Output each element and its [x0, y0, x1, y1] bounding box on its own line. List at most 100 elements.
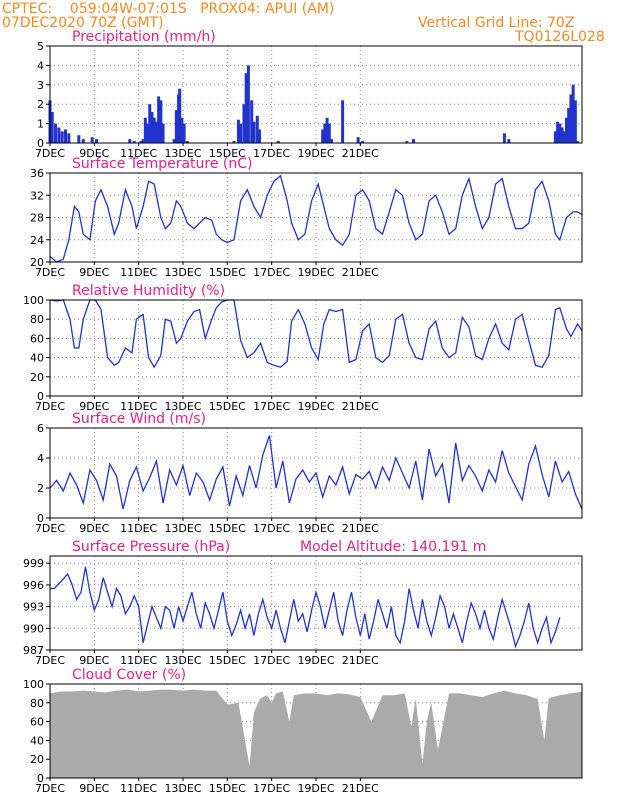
precip-bar [182, 123, 186, 143]
x-tick-label: 15DEC [209, 266, 246, 279]
precip-bar [150, 111, 154, 143]
y-tick-label: 993 [23, 601, 44, 614]
x-tick-label: 13DEC [164, 266, 201, 279]
precip-bar [236, 119, 240, 143]
x-tick-label: 7DEC [35, 522, 65, 535]
pressure-title: Surface Pressure (hPa) [72, 539, 230, 555]
precip-bar [321, 129, 325, 143]
precip-bar [323, 123, 327, 143]
x-tick-label: 19DEC [297, 147, 334, 160]
x-tick-label: 17DEC [253, 266, 290, 279]
y-tick-label: 60 [30, 716, 44, 729]
x-tick-label: 7DEC [35, 654, 65, 667]
y-tick-label: 0 [37, 137, 44, 150]
x-tick-label: 15DEC [209, 147, 246, 160]
x-tick-label: 7DEC [35, 782, 65, 795]
x-tick-label: 21DEC [342, 654, 379, 667]
y-tick-label: 2 [37, 482, 44, 495]
precip-bar [246, 65, 250, 143]
y-tick-label: 20 [30, 371, 44, 384]
x-tick-label: 13DEC [164, 782, 201, 795]
header-line-1: CPTEC: 059:04W-07:01S PROX04: APUI (AM) [2, 1, 334, 17]
x-tick-label: 9DEC [79, 147, 109, 160]
y-tick-label: 1 [37, 118, 44, 131]
precip-bar [405, 141, 409, 143]
precip-bar [157, 96, 161, 143]
x-tick-label: 13DEC [164, 654, 201, 667]
y-tick-label: 990 [23, 622, 44, 635]
precip-bar [50, 111, 54, 143]
precip-bar [139, 141, 143, 143]
precip-bar [327, 123, 331, 143]
precip-bar [60, 131, 64, 143]
y-tick-label: 20 [30, 753, 44, 766]
y-tick-label: 100 [23, 678, 44, 691]
precip-bar [244, 73, 248, 143]
x-tick-label: 11DEC [120, 147, 157, 160]
x-tick-label: 17DEC [253, 654, 290, 667]
precip-bar [564, 117, 568, 143]
header-source: CPTEC: [2, 1, 53, 17]
wind-title: Surface Wind (m/s) [72, 411, 206, 427]
y-tick-label: 40 [30, 352, 44, 365]
precip-bar [569, 94, 573, 143]
y-tick-label: 28 [30, 212, 44, 225]
precip-bar [128, 139, 132, 143]
precip-bar [67, 133, 71, 143]
x-tick-label: 7DEC [35, 147, 65, 160]
y-tick-label: 36 [30, 167, 44, 180]
wind-line [49, 435, 583, 510]
precip-bar [141, 139, 145, 143]
x-tick-label: 21DEC [342, 522, 379, 535]
precip-bar [154, 121, 158, 143]
x-tick-label: 9DEC [79, 266, 109, 279]
precip-bar [54, 123, 58, 143]
temperature-title: Surface Temperature (nC) [72, 156, 253, 172]
precip-bar [567, 108, 571, 143]
precip-bar [81, 139, 85, 143]
y-tick-label: 100 [23, 294, 44, 307]
precip-bar [146, 123, 150, 143]
x-tick-label: 11DEC [120, 782, 157, 795]
precip-bar [576, 141, 580, 143]
precip-bar [553, 131, 557, 143]
y-tick-label: 4 [37, 452, 44, 465]
x-tick-label: 17DEC [253, 147, 290, 160]
precip-panel: 0 1 2 3 4 5 7DEC 9DEC 11DEC 13DEC 15DEC 17DEC 19DEC 2… [35, 29, 583, 160]
y-tick-label: 60 [30, 332, 44, 345]
precip-bar [325, 117, 329, 143]
precip-bar [185, 141, 189, 143]
pressure-panel: 987 990 993 996 999 7DEC 9DEC 11DEC 13DEC 15DEC 17… [23, 539, 583, 667]
y-tick-label: 80 [30, 313, 44, 326]
precip-bar [174, 110, 178, 143]
x-tick-label: 9DEC [79, 654, 109, 667]
x-tick-label: 15DEC [209, 522, 246, 535]
precip-bar [242, 104, 246, 143]
precip-bar [159, 100, 163, 143]
precip-bar [556, 121, 560, 143]
header-grid-note: Vertical Grid Line: 70Z [418, 15, 575, 31]
x-tick-label: 15DEC [209, 400, 246, 413]
y-tick-label: 0 [37, 390, 44, 403]
header-station: PROX04: APUI (AM) [200, 1, 335, 17]
precip-bar [412, 139, 416, 143]
precip-bar [361, 141, 365, 143]
y-tick-label: 24 [30, 234, 44, 247]
x-tick-label: 13DEC [164, 400, 201, 413]
y-tick-label: 0 [37, 512, 44, 525]
x-tick-label: 19DEC [297, 522, 334, 535]
wind-panel: 0 2 4 6 7DEC 9DEC 11DEC 13DEC 15DEC 17DEC 19DEC 21D… [35, 411, 583, 535]
y-tick-label: 3 [37, 79, 44, 92]
x-tick-label: 15DEC [209, 782, 246, 795]
y-tick-label: 0 [37, 772, 44, 785]
humidity-line [49, 299, 583, 369]
y-tick-label: 40 [30, 734, 44, 747]
precip-bar [573, 100, 577, 143]
humidity-title: Relative Humidity (%) [72, 283, 225, 299]
x-tick-label: 19DEC [297, 400, 334, 413]
header-code: TQ0126L028 [515, 29, 605, 45]
panel-frame [49, 555, 583, 651]
y-tick-label: 32 [30, 189, 44, 202]
x-tick-label: 9DEC [79, 400, 109, 413]
header-coords: 059:04W-07:01S [69, 1, 187, 17]
